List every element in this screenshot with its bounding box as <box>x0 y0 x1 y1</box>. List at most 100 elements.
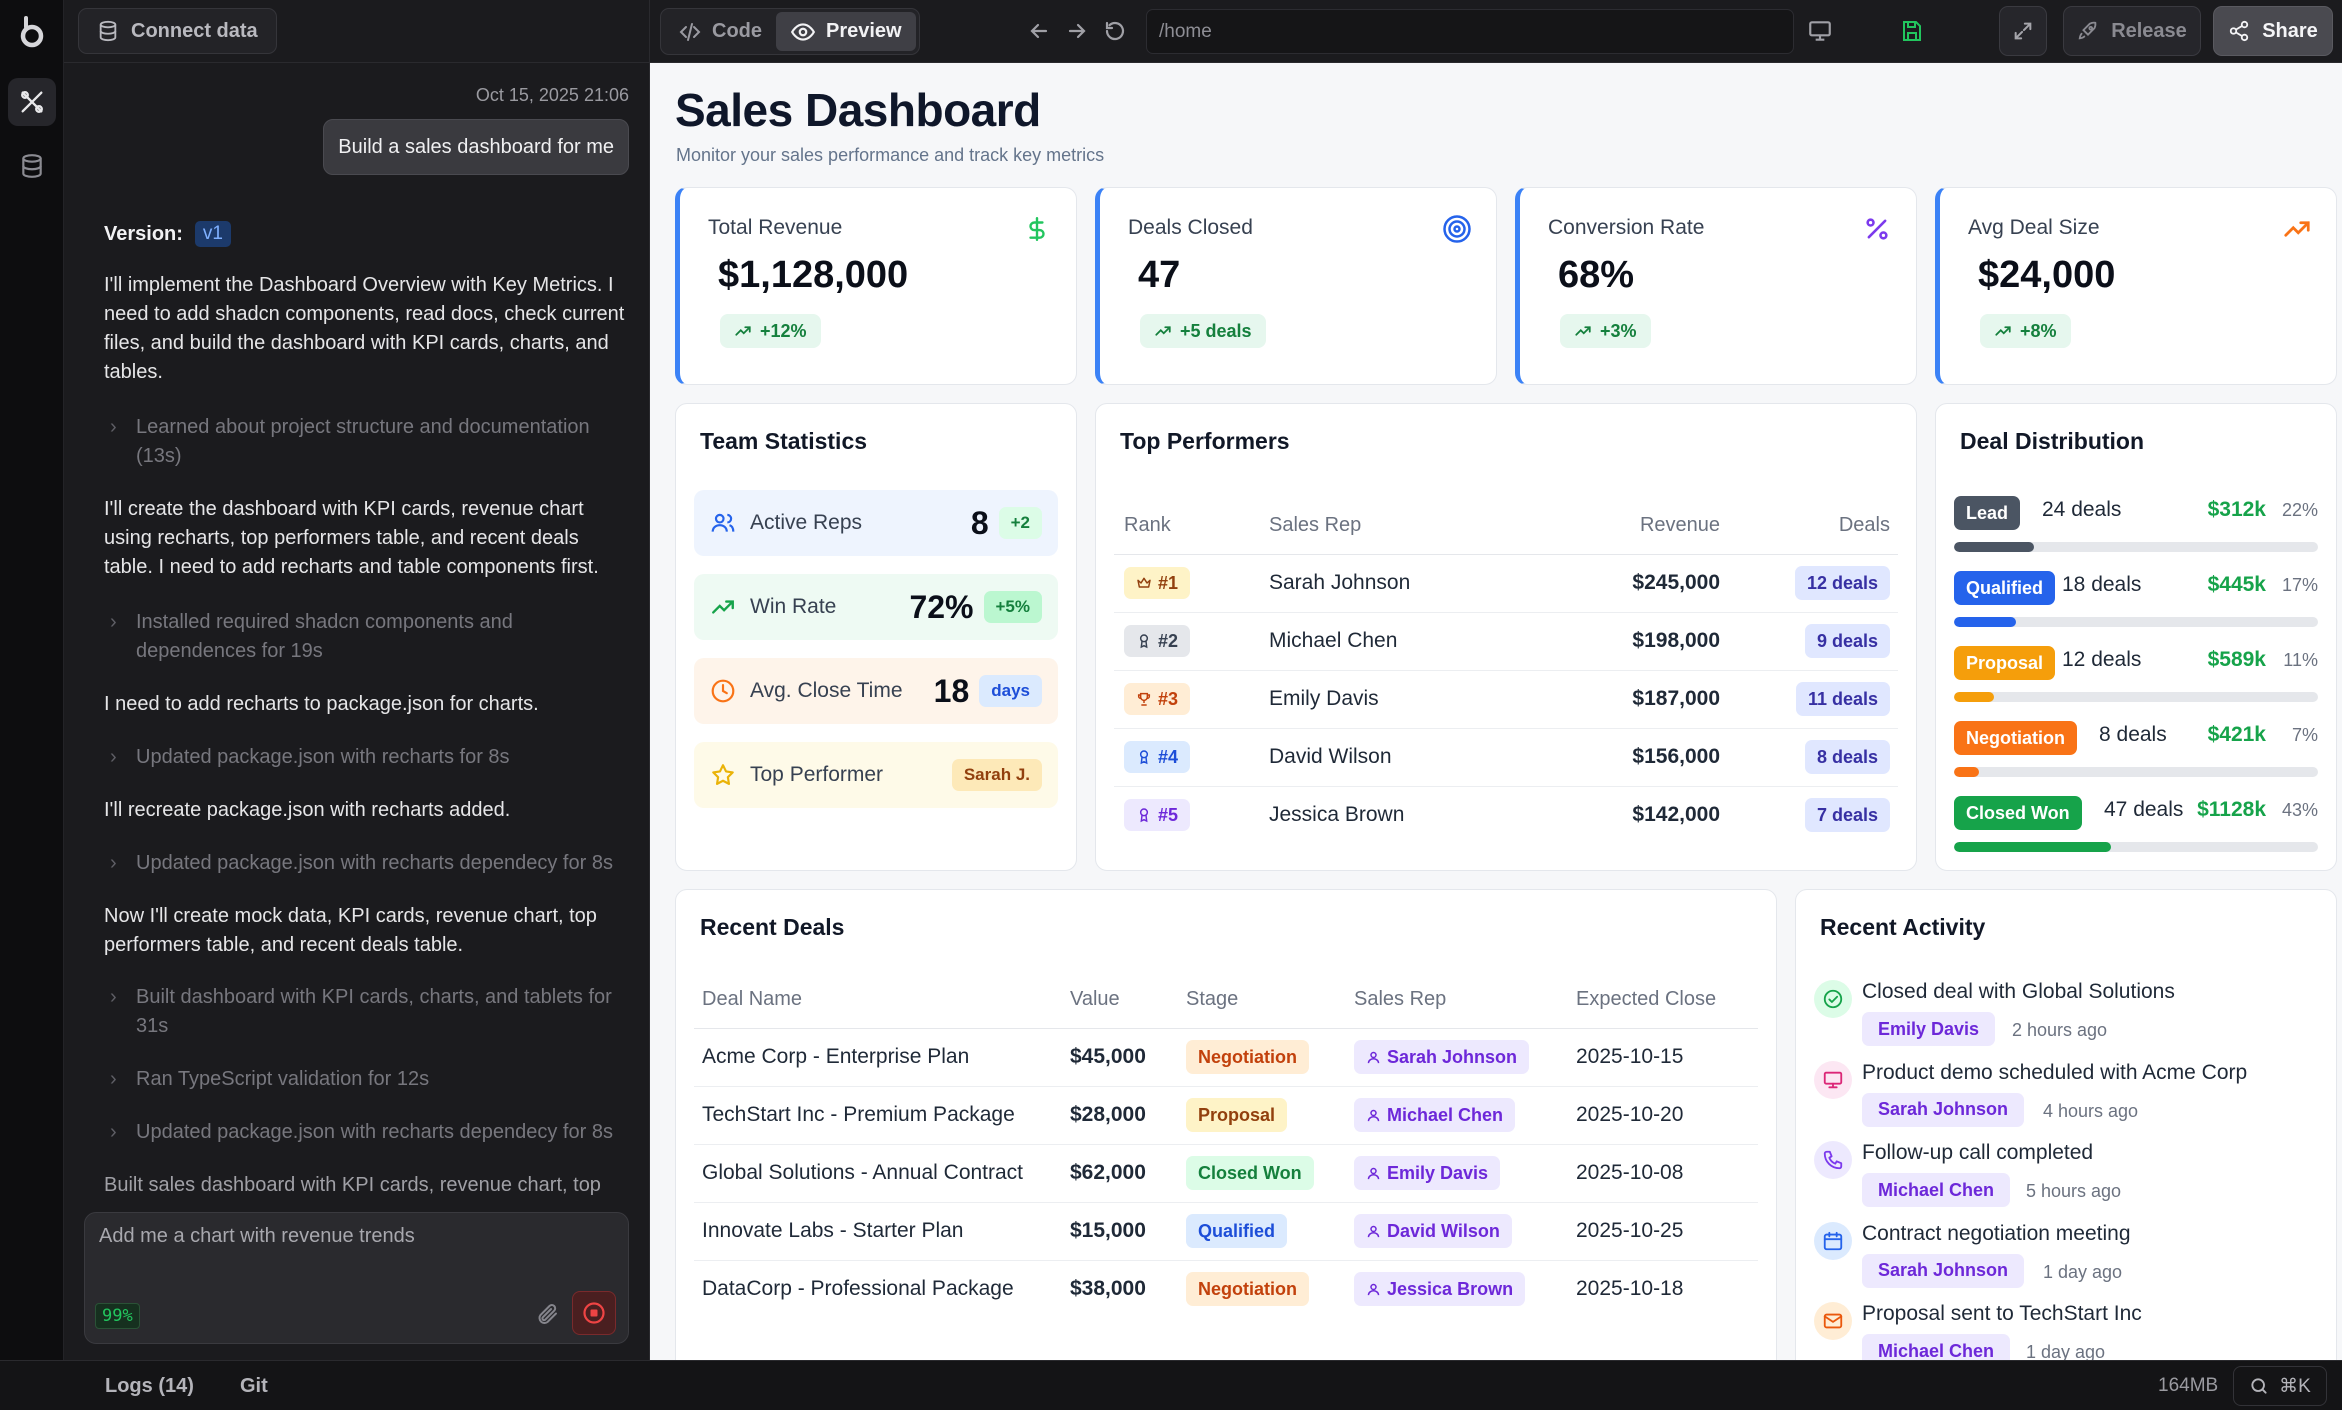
step-item[interactable]: Built dashboard with KPI cards, charts, … <box>104 983 629 1041</box>
column-header[interactable]: Stage <box>1186 972 1354 1029</box>
stage-count: 47 deals <box>2104 798 2184 821</box>
column-header[interactable]: Revenue <box>1542 498 1728 555</box>
activity-time: 1 day ago <box>2026 1342 2106 1360</box>
column-header[interactable]: Sales Rep <box>1354 972 1576 1029</box>
refresh-icon[interactable] <box>1098 14 1132 48</box>
deals-badge: 9 deals <box>1804 624 1890 658</box>
back-arrow-icon[interactable] <box>1022 14 1056 48</box>
close-date: 2025-10-25 <box>1576 1202 1758 1261</box>
stat-row-win-rate: Win Rate 72% +5% <box>694 574 1058 640</box>
rep-name: David Wilson <box>1387 1220 1500 1241</box>
kpi-trend-badge: +8% <box>1980 314 2071 348</box>
table-row[interactable]: Global Solutions - Annual Contract $62,00… <box>694 1144 1758 1203</box>
table-row[interactable]: DataCorp - Professional Package $38,000 Ne… <box>694 1260 1758 1318</box>
rank-text: #2 <box>1158 630 1179 651</box>
progress-track <box>1954 617 2318 627</box>
trending-up-icon <box>2280 212 2314 246</box>
deal-name: Global Solutions - Annual Contract <box>694 1144 1070 1203</box>
activity-time: 1 day ago <box>2043 1261 2123 1282</box>
table-row[interactable]: Innovate Labs - Starter Plan $15,000 Quali… <box>694 1202 1758 1261</box>
rep-chip: Emily Davis <box>1354 1156 1501 1190</box>
command-palette-button[interactable]: ⌘K <box>2233 1366 2327 1406</box>
card-title: Top Performers <box>1120 428 1290 454</box>
deal-value: $45,000 <box>1070 1028 1186 1087</box>
table-row[interactable]: #4 David Wilson $156,000 8 deals <box>1114 728 1898 787</box>
url-input[interactable]: /home <box>1146 9 1794 54</box>
step-item[interactable]: Updated package.json with recharts depen… <box>104 1118 629 1147</box>
share-button[interactable]: Share <box>2213 6 2333 56</box>
assistant-message: Built sales dashboard with KPI cards, re… <box>104 1174 601 1196</box>
tools-icon[interactable] <box>8 78 56 126</box>
recent-activity-card: Recent Activity Closed deal with Global … <box>1795 889 2337 1360</box>
forward-arrow-icon[interactable] <box>1060 14 1094 48</box>
rep-name: Sarah Johnson <box>1387 1046 1518 1067</box>
person-chip: Michael Chen <box>1862 1334 2011 1360</box>
column-header[interactable]: Deals <box>1728 498 1898 555</box>
activity-item[interactable]: Product demo scheduled with Acme Corp Sar… <box>1814 1060 2318 1141</box>
icon-rail <box>0 0 64 1410</box>
database-icon[interactable] <box>8 142 56 190</box>
save-icon[interactable] <box>1895 14 1929 48</box>
rep-name: Sarah Johnson <box>1269 554 1543 613</box>
connect-data-button[interactable]: Connect data <box>78 8 277 54</box>
rep-chip: Sarah Johnson <box>1354 1040 1530 1074</box>
rep-chip: David Wilson <box>1354 1214 1512 1248</box>
rank-text: #5 <box>1158 804 1179 825</box>
paperclip-icon[interactable] <box>532 1299 562 1329</box>
deal-value: $28,000 <box>1070 1086 1186 1145</box>
table-row[interactable]: #3 Emily Davis $187,000 11 deals <box>1114 670 1898 729</box>
git-tab[interactable]: Git <box>240 1374 268 1397</box>
activity-time: 4 hours ago <box>2043 1100 2139 1121</box>
activity-item[interactable]: Closed deal with Global Solutions Emily D… <box>1814 980 2318 1060</box>
rank-badge: #5 <box>1124 799 1191 832</box>
table-row[interactable]: #2 Michael Chen $198,000 9 deals <box>1114 612 1898 671</box>
dollar-icon <box>1020 212 1054 246</box>
step-item[interactable]: Installed required shadcn components and… <box>104 608 629 666</box>
activity-item[interactable]: Proposal sent to TechStart Inc Michael Ch… <box>1814 1302 2318 1360</box>
column-header[interactable]: Rank <box>1114 498 1269 555</box>
prompt-box[interactable]: Add me a chart with revenue trends 99% <box>84 1212 629 1344</box>
trend-up-icon <box>734 322 752 340</box>
desktop-icon[interactable] <box>1803 14 1837 48</box>
stage-count: 18 deals <box>2062 573 2142 596</box>
assistant-message: I need to add recharts to package.json f… <box>104 693 539 715</box>
prompt-input[interactable]: Add me a chart with revenue trends <box>99 1225 415 1247</box>
step-item[interactable]: Learned about project structure and docu… <box>104 413 629 471</box>
kpi-trend-text: +5 deals <box>1180 320 1252 341</box>
calendar-icon <box>1814 1221 1852 1260</box>
column-header[interactable]: Expected Close <box>1576 972 1758 1029</box>
table-row[interactable]: #1 Sarah Johnson $245,000 12 deals <box>1114 554 1898 613</box>
logs-tab[interactable]: Logs (14) <box>105 1374 194 1397</box>
context-usage-badge: 99% <box>95 1303 140 1329</box>
step-item[interactable]: Ran TypeScript validation for 12s <box>104 1065 629 1094</box>
table-row[interactable]: #5 Jessica Brown $142,000 7 deals <box>1114 786 1898 844</box>
activity-item[interactable]: Follow-up call completed Michael Chen 5 ho… <box>1814 1141 2318 1221</box>
kpi-card-total-revenue: Total Revenue $1,128,000 +12% <box>675 187 1077 385</box>
stage-badge: Qualified <box>1954 571 2056 605</box>
kpi-trend-badge: +5 deals <box>1140 314 1266 348</box>
trophy-icon <box>1136 691 1152 707</box>
step-item[interactable]: Updated package.json with recharts for 8… <box>104 743 629 772</box>
stop-generation-button[interactable] <box>572 1291 616 1335</box>
distribution-row: Qualified 18 deals $445k 17% <box>1954 571 2318 641</box>
release-label: Release <box>2111 19 2187 42</box>
column-header[interactable]: Value <box>1070 972 1186 1029</box>
app-logo-icon[interactable] <box>8 8 56 56</box>
person-chip: Sarah Johnson <box>1862 1253 2025 1288</box>
release-button[interactable]: Release <box>2063 6 2201 56</box>
rank-badge: #1 <box>1124 567 1191 599</box>
preview-tab[interactable]: Preview <box>776 12 916 51</box>
step-item[interactable]: Updated package.json with recharts depen… <box>104 849 629 878</box>
column-header[interactable]: Sales Rep <box>1269 498 1543 555</box>
top-performers-card: Top Performers Rank Sales Rep Revenue De… <box>1095 403 1917 871</box>
stat-row-active-reps: Active Reps 8 +2 <box>694 490 1058 556</box>
kpi-label: Avg Deal Size <box>1968 216 2100 239</box>
activity-item[interactable]: Contract negotiation meeting Sarah Johnso… <box>1814 1221 2318 1302</box>
code-tab[interactable]: Code <box>664 12 776 51</box>
column-header[interactable]: Deal Name <box>694 972 1070 1029</box>
version-badge[interactable]: v1 <box>194 221 231 247</box>
fullscreen-button[interactable] <box>1999 6 2047 56</box>
rep-name: Michael Chen <box>1387 1104 1504 1125</box>
table-row[interactable]: Acme Corp - Enterprise Plan $45,000 Negoti… <box>694 1028 1758 1087</box>
table-row[interactable]: TechStart Inc - Premium Package $28,000 Pr… <box>694 1086 1758 1145</box>
